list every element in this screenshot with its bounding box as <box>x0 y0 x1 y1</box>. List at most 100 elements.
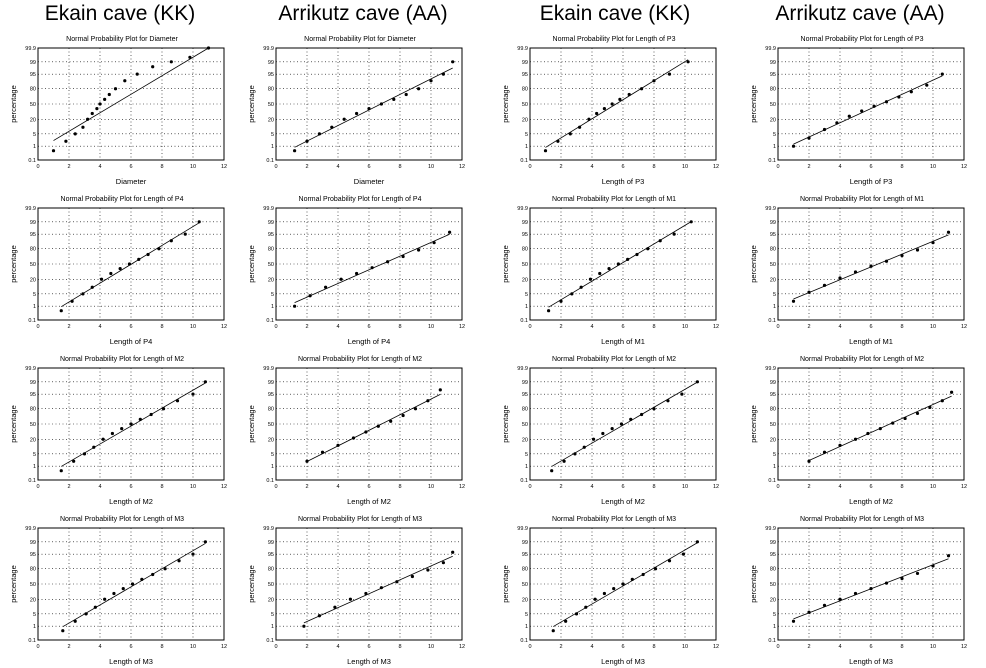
x-tick-label: 8 <box>398 484 401 490</box>
data-point <box>191 552 195 556</box>
data-point <box>81 292 85 296</box>
data-point <box>602 106 606 111</box>
x-tick-label: 8 <box>652 324 655 330</box>
data-point <box>672 232 676 236</box>
plot-title: Normal Probability Plot for Length of M2 <box>298 356 422 363</box>
y-tick-label: 95 <box>30 72 36 78</box>
y-tick-label: 99 <box>30 60 36 66</box>
data-point <box>653 567 658 571</box>
data-point <box>946 554 951 558</box>
plot-svg: Normal Probability Plot for Length of P4… <box>9 196 227 346</box>
x-tick-label: 0 <box>776 164 779 170</box>
data-point <box>151 572 155 577</box>
data-point <box>640 412 644 417</box>
plot-title: Normal Probability Plot for Length of M2 <box>552 356 676 363</box>
data-point <box>940 72 944 76</box>
probability-plot: Normal Probability Plot for Length of M2… <box>500 352 728 508</box>
x-tick-label: 10 <box>682 164 688 170</box>
x-tick-label: 8 <box>398 164 401 170</box>
x-tick-label: 2 <box>807 484 810 490</box>
data-point <box>448 230 452 234</box>
data-point <box>333 605 337 609</box>
y-tick-label: 50 <box>30 102 36 108</box>
data-point <box>640 87 644 91</box>
y-tick-label: 20 <box>770 597 776 603</box>
x-axis-label: Length of M2 <box>601 497 645 506</box>
data-point <box>641 572 645 577</box>
data-point <box>582 445 586 449</box>
y-tick-label: 99.9 <box>263 526 274 532</box>
data-point <box>897 95 901 99</box>
y-tick-label: 5 <box>33 132 36 138</box>
data-point <box>587 117 591 121</box>
data-point <box>90 285 94 289</box>
reference-line <box>294 67 453 148</box>
data-point <box>330 125 334 129</box>
data-point <box>451 550 455 554</box>
x-tick-label: 6 <box>869 484 872 490</box>
y-tick-label: 20 <box>522 117 528 123</box>
x-axis-label: Length of M3 <box>347 657 391 666</box>
data-point <box>59 309 63 313</box>
y-axis-label: percentage <box>9 85 18 123</box>
data-point <box>355 271 359 276</box>
y-tick-label: 20 <box>268 597 274 603</box>
y-tick-label: 1 <box>271 144 274 150</box>
x-tick-label: 0 <box>36 644 39 650</box>
x-tick-label: 12 <box>713 324 719 330</box>
y-tick-label: 95 <box>522 552 528 558</box>
data-point <box>120 426 124 431</box>
data-point <box>293 304 297 308</box>
x-tick-label: 2 <box>305 644 308 650</box>
data-point <box>175 399 180 403</box>
x-tick-label: 8 <box>160 644 163 650</box>
y-tick-label: 99.9 <box>25 46 36 52</box>
y-tick-label: 0.1 <box>28 158 36 164</box>
data-point <box>123 79 127 83</box>
data-point <box>92 445 96 449</box>
data-point <box>51 149 56 153</box>
y-tick-label: 5 <box>773 452 776 458</box>
data-point <box>884 581 889 585</box>
data-point <box>426 399 430 403</box>
y-tick-label: 50 <box>30 262 36 268</box>
data-point <box>70 299 74 303</box>
data-point <box>616 262 620 266</box>
x-tick-label: 2 <box>807 644 810 650</box>
data-point <box>878 426 882 431</box>
x-tick-label: 0 <box>36 484 39 490</box>
x-tick-label: 8 <box>160 164 163 170</box>
y-tick-label: 20 <box>770 117 776 123</box>
y-tick-label: 99 <box>522 60 528 66</box>
y-tick-label: 80 <box>30 567 36 573</box>
x-tick-label: 6 <box>869 324 872 330</box>
data-point <box>438 388 442 392</box>
y-tick-label: 20 <box>522 437 528 443</box>
x-tick-label: 12 <box>713 164 719 170</box>
x-tick-label: 8 <box>652 164 655 170</box>
y-tick-label: 99.9 <box>263 206 274 212</box>
data-point <box>149 412 153 417</box>
data-point <box>417 248 421 252</box>
x-tick-label: 10 <box>930 324 936 330</box>
data-point <box>386 260 390 264</box>
data-point <box>869 586 873 591</box>
data-point <box>579 285 583 289</box>
x-tick-label: 4 <box>590 164 593 170</box>
x-tick-label: 6 <box>367 484 370 490</box>
y-tick-label: 99 <box>522 220 528 226</box>
y-tick-label: 50 <box>770 582 776 588</box>
data-point <box>658 239 662 243</box>
data-point <box>598 271 602 276</box>
data-point <box>392 97 396 102</box>
y-tick-label: 50 <box>30 582 36 588</box>
y-tick-label: 1 <box>33 304 36 310</box>
x-axis-label: Diameter <box>354 177 385 186</box>
x-tick-label: 8 <box>900 324 903 330</box>
y-tick-label: 95 <box>30 392 36 398</box>
y-tick-label: 80 <box>30 407 36 413</box>
y-tick-label: 20 <box>30 117 36 123</box>
data-point <box>432 241 436 245</box>
y-tick-label: 95 <box>522 72 528 78</box>
plot-svg: Normal Probability Plot for Length of P3… <box>749 36 967 186</box>
